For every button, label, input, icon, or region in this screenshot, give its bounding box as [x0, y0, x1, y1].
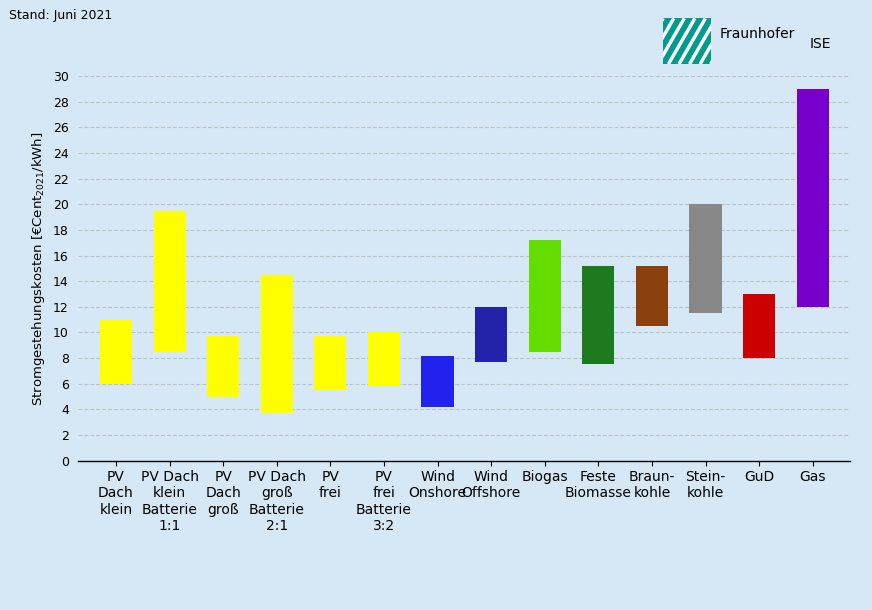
Y-axis label: Stromgestehungskosten [€Cent$_{2021}$/kWh]: Stromgestehungskosten [€Cent$_{2021}$/kW… [31, 131, 47, 406]
Bar [743, 294, 775, 358]
Bar [100, 320, 132, 384]
Bar [208, 336, 239, 396]
Bar [368, 332, 400, 386]
Bar [314, 336, 346, 390]
Bar [261, 274, 293, 413]
Bar [797, 89, 828, 307]
Text: ISE: ISE [809, 37, 831, 51]
Bar [690, 204, 721, 314]
Bar [475, 307, 508, 362]
Bar [636, 266, 668, 326]
Bar [582, 266, 615, 365]
Bar [528, 240, 561, 351]
Bar [153, 211, 186, 351]
Text: Fraunhofer: Fraunhofer [719, 27, 794, 41]
Bar [421, 356, 453, 407]
Text: Stand: Juni 2021: Stand: Juni 2021 [9, 9, 112, 22]
